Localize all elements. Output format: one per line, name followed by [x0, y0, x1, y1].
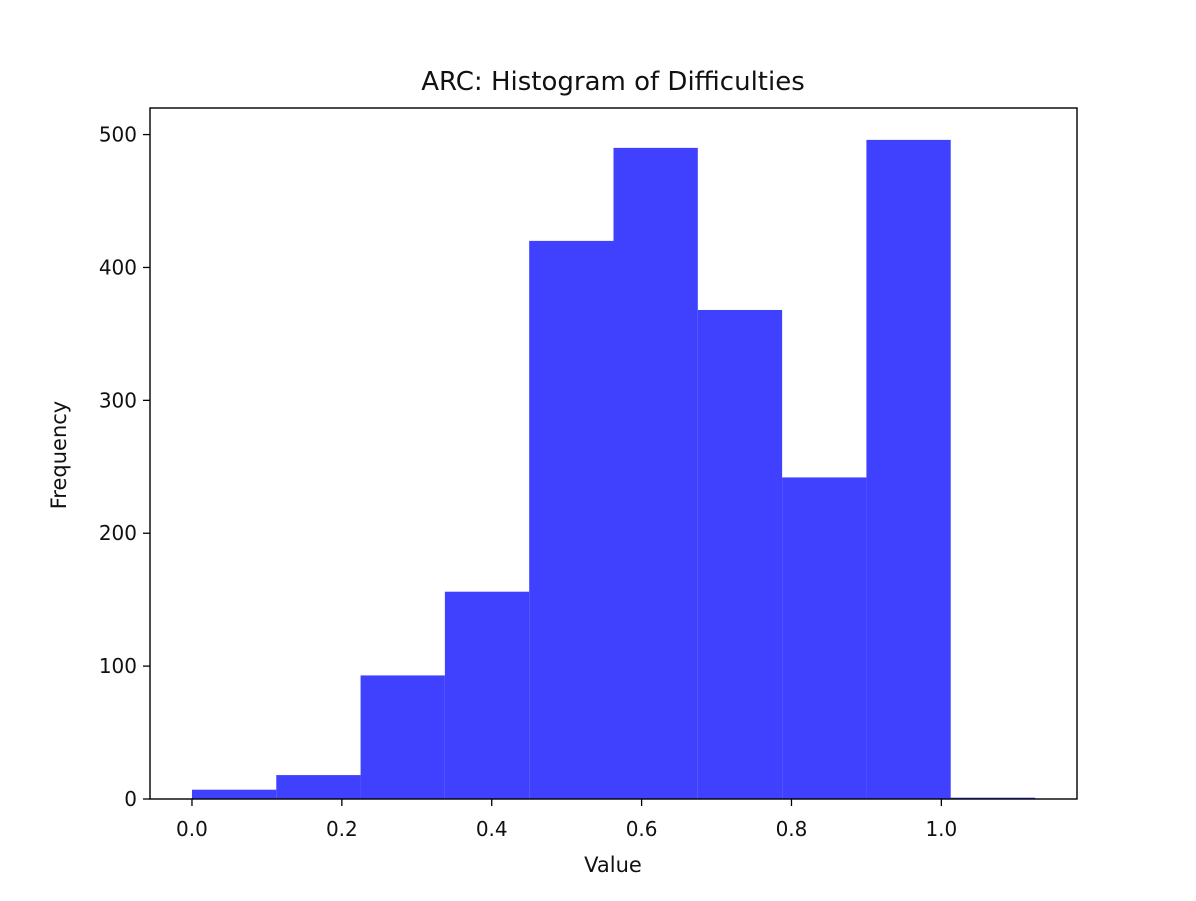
histogram-bar-8: [866, 139, 951, 799]
histogram-bar-7: [782, 477, 867, 799]
histogram-bar-0: [191, 789, 277, 799]
y-tick-label-2: 200: [99, 521, 137, 545]
x-tick-label-3: 0.6: [626, 817, 658, 841]
y-tick-label-5: 500: [99, 123, 137, 147]
y-axis: 0 100 200 300 400 500: [99, 123, 150, 811]
histogram-bar-2: [360, 675, 445, 799]
x-tick-label-1: 0.2: [326, 817, 358, 841]
y-tick-label-0: 0: [124, 787, 137, 811]
x-tick-label-4: 0.8: [776, 817, 808, 841]
histogram-bar-4: [529, 240, 614, 799]
y-tick-label-4: 400: [99, 255, 137, 279]
x-axis-label: Value: [584, 853, 642, 877]
histogram-bar-1: [276, 775, 361, 799]
histogram-bar-6: [697, 309, 783, 799]
bars-layer: [191, 139, 1036, 800]
histogram-bar-3: [444, 591, 530, 799]
x-axis: 0.0 0.2 0.4 0.6 0.8 1.0: [176, 799, 957, 841]
plot-frame: [149, 107, 1078, 800]
histogram-bar-5: [613, 147, 698, 800]
y-tick-label-1: 100: [99, 654, 137, 678]
x-tick-label-5: 1.0: [925, 817, 957, 841]
x-tick-label-2: 0.4: [476, 817, 508, 841]
chart-title: ARC: Histogram of Difficulties: [421, 67, 805, 97]
y-axis-label: Frequency: [47, 401, 71, 510]
y-tick-label-3: 300: [99, 388, 137, 412]
x-tick-label-0: 0.0: [176, 817, 208, 841]
